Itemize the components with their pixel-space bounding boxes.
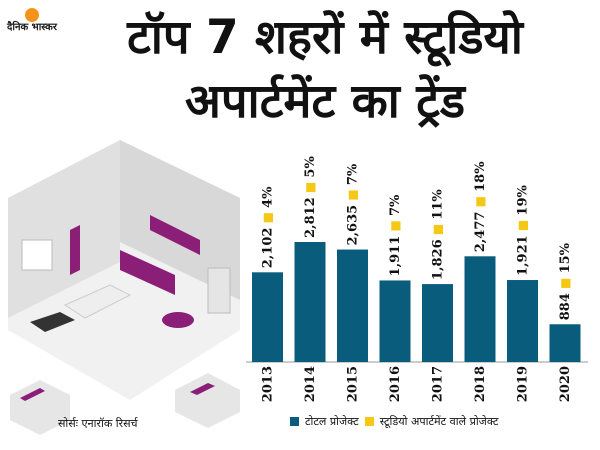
chart-title: टॉप 7 शहरों में स्टूडियो अपार्टमेंट का ट…	[127, 10, 523, 129]
legend-label-studio: स्टूडियो अपार्टमेंट वाले प्रोजेक्ट	[379, 415, 499, 428]
tick-label-2019: 2019	[516, 366, 531, 402]
tick-label-2015: 2015	[346, 366, 361, 402]
value-label-2020: 884 ■ 15%	[558, 242, 573, 320]
left-wall	[8, 140, 120, 318]
legend: टोटल प्रोजेक्ट स्टूडियो अपार्टमेंट वाले …	[290, 414, 498, 429]
value-label-2018: 2,477 ■ 18%	[473, 161, 488, 253]
fridge	[207, 267, 231, 314]
tv-unit	[30, 312, 75, 332]
value-label-2015: 2,635 ■ 7%	[346, 163, 361, 245]
bar-2017	[422, 284, 453, 362]
mini-room-right	[175, 373, 240, 428]
sun-icon	[25, 8, 39, 22]
bar-2013	[252, 272, 283, 362]
tick-label-2013: 2013	[261, 366, 276, 402]
upper-cabinets	[150, 215, 200, 255]
tick-label-2020: 2020	[558, 366, 573, 402]
wall-strip	[70, 225, 80, 275]
tick-label-2017: 2017	[431, 366, 446, 402]
bar-2015	[337, 249, 368, 362]
bar-2019	[507, 280, 538, 362]
right-wall	[120, 140, 240, 300]
value-label-2017: 1,826 ■ 11%	[431, 189, 446, 281]
bar-2020	[549, 324, 581, 362]
legend-label-total: टोटल प्रोजेक्ट	[305, 415, 359, 428]
value-label-2013: 2,102 ■ 4%	[261, 186, 276, 268]
mini-room-left	[10, 380, 70, 435]
tick-label-2018: 2018	[473, 366, 488, 402]
brand-logo: दैनिक भास्कर	[6, 6, 58, 58]
tick-label-2016: 2016	[388, 366, 403, 402]
value-label-2014: 2,812 ■ 5%	[303, 156, 318, 238]
logo-text: दैनिक भास्कर	[7, 22, 57, 33]
legend-swatch-studio	[364, 417, 374, 426]
bar-2016	[379, 280, 411, 362]
value-label-2016: 1,911 ■ 7%	[388, 194, 403, 276]
kitchen-counter	[120, 250, 175, 295]
source-note: सोर्सः एनारॉक रिसर्च	[58, 417, 138, 430]
dining-table	[162, 312, 194, 328]
window	[21, 239, 53, 271]
legend-swatch-total	[290, 417, 299, 426]
tick-label-2014: 2014	[303, 366, 318, 402]
bar-2014	[294, 242, 326, 362]
bar-2018	[464, 256, 496, 362]
sofa	[63, 284, 132, 319]
value-label-2019: 1,921 ■ 19%	[516, 185, 531, 277]
